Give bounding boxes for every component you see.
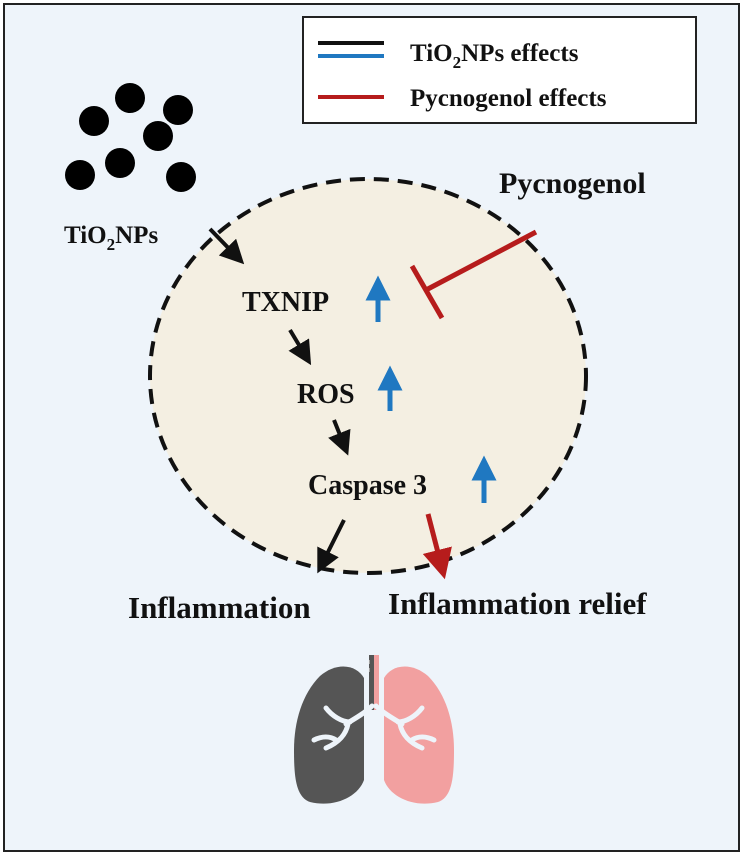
pycnogenol-label: Pycnogenol	[499, 167, 646, 200]
legend-label-tio2: TiO2NPs effects	[410, 40, 579, 72]
arrow-txnip-to-ros	[288, 328, 312, 366]
nanoparticle	[166, 162, 196, 192]
inflammation-label: Inflammation	[128, 590, 311, 625]
left-bronchi	[311, 703, 375, 751]
legend: TiO2NPs effects Pycnogenol effects	[302, 16, 697, 124]
inflammation-relief-label: Inflammation relief	[388, 586, 647, 621]
pycnogenol-inhibition-line	[424, 229, 538, 293]
right-bronchi	[373, 703, 437, 751]
nanoparticle	[143, 121, 173, 151]
legend-box	[302, 16, 697, 124]
nanoparticle	[163, 95, 193, 125]
nanoparticle	[79, 106, 109, 136]
legend-label-pycnogenol: Pycnogenol effects	[410, 85, 607, 112]
arrow-ros-to-caspase	[328, 419, 351, 456]
trachea-left	[369, 655, 374, 710]
caspase3-label: Caspase 3	[308, 470, 427, 501]
arrow-caspase-to-relief	[422, 513, 452, 580]
trachea-right	[374, 655, 379, 710]
nanoparticle	[105, 148, 135, 178]
nanoparticle	[65, 160, 95, 190]
inhibition-bar	[409, 264, 445, 320]
arrow-caspase-to-inflammation	[317, 519, 346, 574]
lungs-icon	[294, 655, 454, 804]
tio2nps-label: TiO2NPs	[64, 222, 158, 254]
arrow-tio2-to-txnip	[208, 227, 245, 265]
nanoparticle-cluster	[65, 83, 196, 192]
ros-label: ROS	[297, 379, 355, 410]
nanoparticle	[115, 83, 145, 113]
txnip-label: TXNIP	[242, 287, 329, 318]
